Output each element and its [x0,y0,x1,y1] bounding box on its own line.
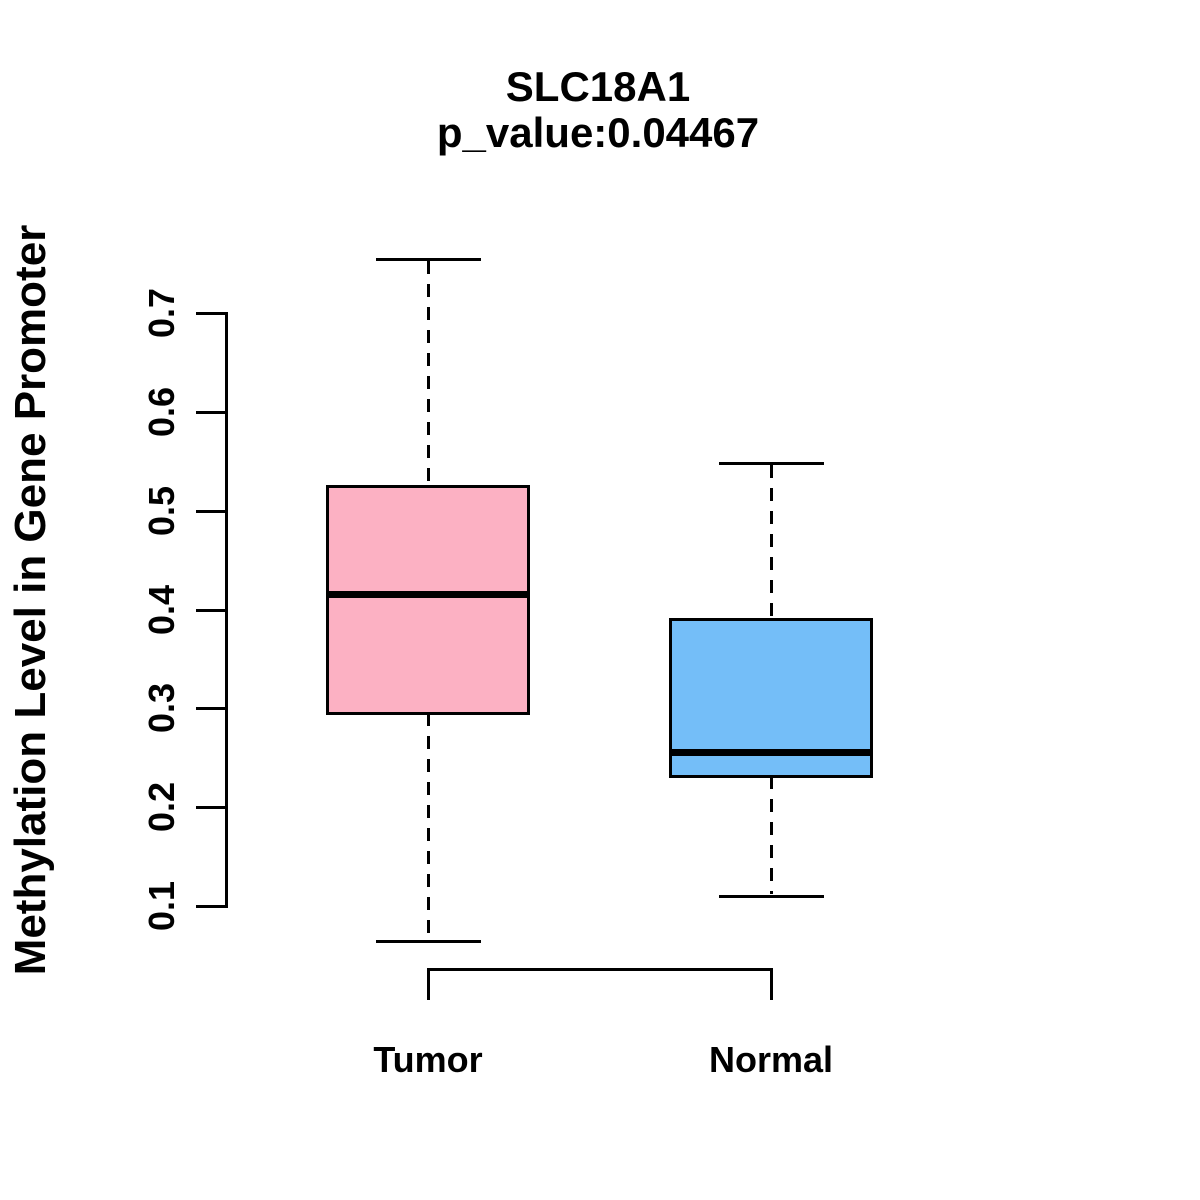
box-iqr-tumor [326,484,530,716]
upper-whisker-cap [375,257,481,261]
upper-whisker-stem [770,465,773,620]
y-axis-line [225,312,228,908]
y-axis-tick-label: 0.6 [141,386,182,437]
y-axis-tick-label: 0.4 [141,584,182,635]
y-axis-tick [196,410,225,414]
y-axis-tick [196,312,225,315]
y-axis-tick [196,509,225,513]
x-axis-tick-right [770,968,773,1000]
y-axis-tick [196,905,225,908]
lower-whisker-cap [375,939,481,943]
y-axis-tick [196,806,225,810]
y-axis-tick-label: 0.1 [141,880,182,932]
y-axis-tick-label: 0.2 [141,782,182,833]
y-axis-tick [196,608,225,612]
chart-title-block: SLC18A1 p_value:0.04467 [248,64,948,156]
median-line [326,591,530,599]
x-axis-label-normal: Normal [708,1039,834,1080]
lower-whisker-cap [718,895,824,899]
y-axis-title: Methylation Level in Gene Promoter [6,224,55,976]
y-axis-tick-label: 0.7 [141,287,182,339]
y-axis-tick [196,707,225,711]
lower-whisker-stem [770,775,773,895]
x-axis-line [427,968,773,971]
upper-whisker-cap [718,462,824,466]
lower-whisker-stem [427,713,430,939]
chart-subtitle: p_value:0.04467 [436,109,760,156]
median-line [669,749,873,757]
x-axis-tick-left [427,968,430,1000]
x-axis-label-tumor: Tumor [373,1039,483,1080]
chart-title: SLC18A1 [505,63,691,110]
y-axis-tick-label: 0.3 [141,683,182,734]
upper-whisker-stem [427,260,430,486]
y-axis-tick-label: 0.5 [141,485,182,536]
